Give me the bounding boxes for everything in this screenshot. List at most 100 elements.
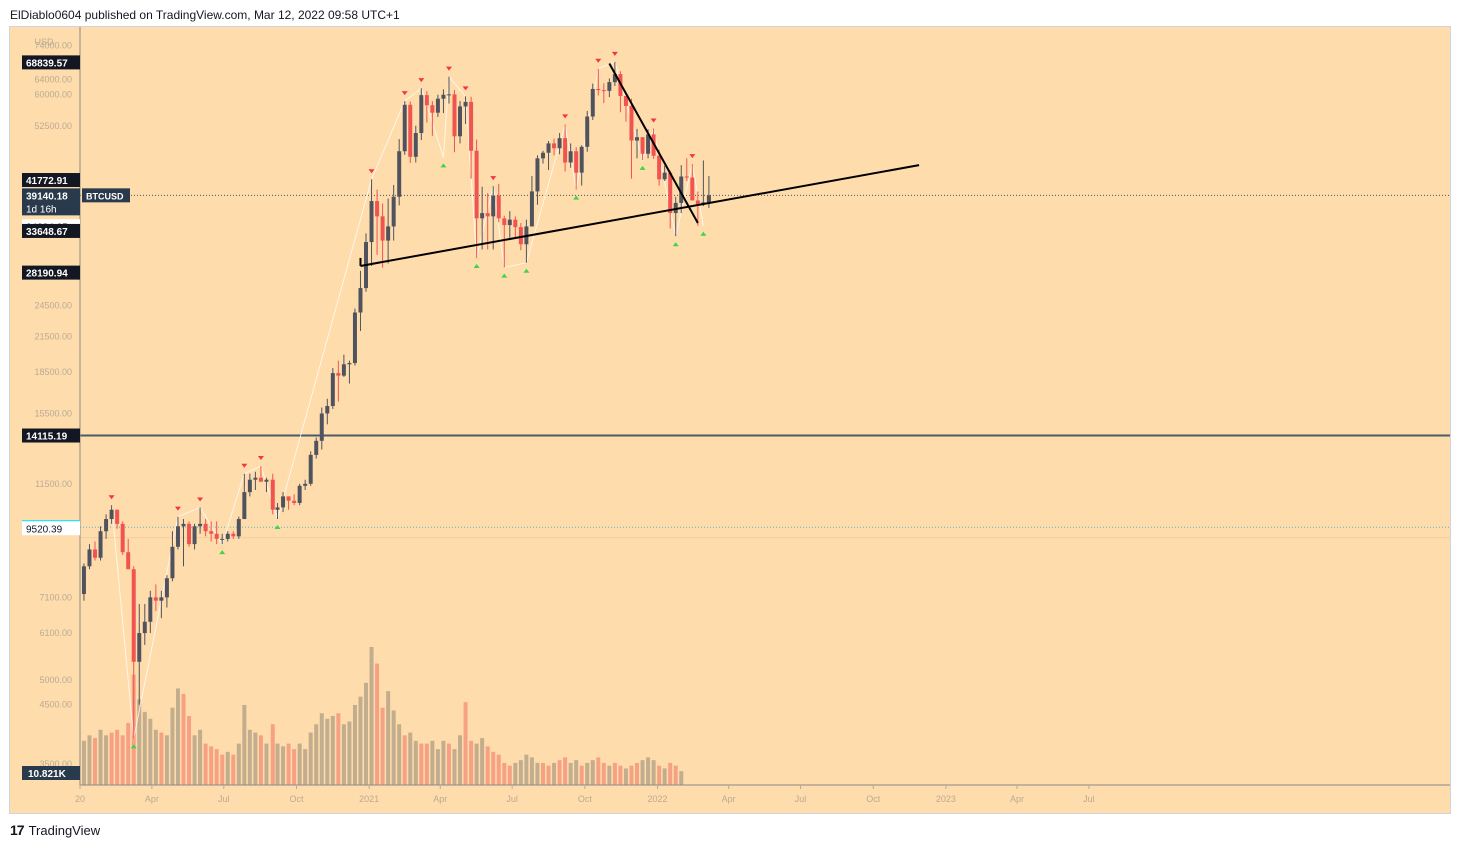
x-tick-label: Apr [433,794,447,804]
price-label-bg [22,265,80,280]
y-tick-label: 5000.00 [39,675,72,685]
price-label-bg [22,223,80,238]
swing-low-marker [473,263,480,268]
volume-bar [170,707,175,785]
footer-brand[interactable]: TradingView [28,822,101,838]
price-label: 14115.19 [26,432,68,443]
price-label-bg [22,201,80,216]
x-tick-label: Oct [866,794,881,804]
candle-body [358,288,363,313]
candle-body [181,523,186,527]
volume-bar [214,749,219,785]
candle-body [198,523,203,527]
axes-group: 3500.004500.005000.006100.007100.009500.… [34,27,1450,804]
volume-bar [502,762,507,785]
candle-body [458,106,463,137]
candle-body [369,201,374,243]
x-tick-label: Apr [1010,794,1024,804]
swing-high-marker [650,118,657,123]
volume-bar [596,757,601,785]
candle-body [225,533,230,539]
x-tick-label: Jul [506,794,518,804]
volume-bar [397,724,402,785]
price-label: 9520.39 [26,524,63,535]
candle-body [148,597,153,622]
y-tick-label: 3500.00 [39,759,72,769]
volume-bar [540,762,545,785]
volume-bar [474,743,479,785]
volume-bar [668,762,673,785]
volume-bar [81,740,86,785]
zigzag-line [111,61,704,739]
tradingview-logo-icon[interactable]: 17 [10,822,25,838]
volume-bar [435,749,440,785]
volume-bar [209,746,214,785]
candle-body [695,200,700,205]
volume-bar [413,740,418,785]
volume-bar [126,722,131,785]
candle-body [446,94,451,96]
swing-high-marker [562,114,569,119]
candle-body [684,176,689,178]
candle-body [292,500,297,503]
x-tick-label: Jul [1083,794,1095,804]
candle-body [646,134,651,154]
volume-bar [203,743,208,785]
swing-low-marker [274,525,281,530]
y-tick-label: 11500.00 [35,479,72,489]
symbol-tag-bg [82,188,130,203]
publisher-line: ElDiablo0604 published on TradingView.co… [10,8,400,22]
candle-body [236,519,241,537]
volume-bar [651,760,656,785]
price-label-bg [22,521,80,536]
candle-body [347,363,352,365]
volume-bar [330,716,335,785]
candle-body [341,364,346,376]
candlestick-chart[interactable]: 3500.004500.005000.006100.007100.009500.… [10,27,1450,813]
x-tick-label: Oct [578,794,593,804]
volume-bar [546,765,551,785]
swing-markers-group [108,51,707,749]
candle-body [607,82,612,91]
volume-bar [236,743,241,785]
volume-bar [585,762,590,785]
candle-body [690,177,695,201]
y-tick-label: 18500.00 [34,367,72,377]
y-tick-label: 60000.00 [34,90,72,100]
volume-bar [629,765,634,785]
volume-bar [623,768,628,785]
candle-body [319,413,324,441]
y-axis-currency: USD [34,37,54,47]
volume-bar [513,762,518,785]
candle-body [673,202,678,214]
volume-label-bg [22,766,80,780]
candle-body [507,219,512,226]
trendline-0 [360,164,920,267]
candle-body [397,151,402,197]
candle-body [380,216,385,241]
volume-bar [264,743,269,785]
chart-frame[interactable]: 3500.004500.005000.006100.007100.009500.… [9,26,1451,814]
candle-body [175,526,180,547]
volume-bar [458,735,463,785]
volume-bar [325,718,330,785]
candle-body [93,549,98,558]
volume-bar [352,704,357,785]
candle-body [209,531,214,534]
volume-bar [557,760,562,785]
swing-high-marker [418,78,425,83]
candle-body [557,138,562,149]
volume-bar [281,746,286,785]
volume-bar [419,743,424,785]
swing-high-marker [108,495,115,500]
candle-body [281,496,286,508]
volume-bar [579,765,584,785]
candle-body [308,454,313,484]
candle-body [469,101,474,151]
volume-bar [452,749,457,785]
swing-high-marker [368,169,375,174]
volume-bar [198,729,203,785]
trendline-1 [608,63,699,224]
candle-body [513,219,518,228]
candle-body [192,526,197,545]
